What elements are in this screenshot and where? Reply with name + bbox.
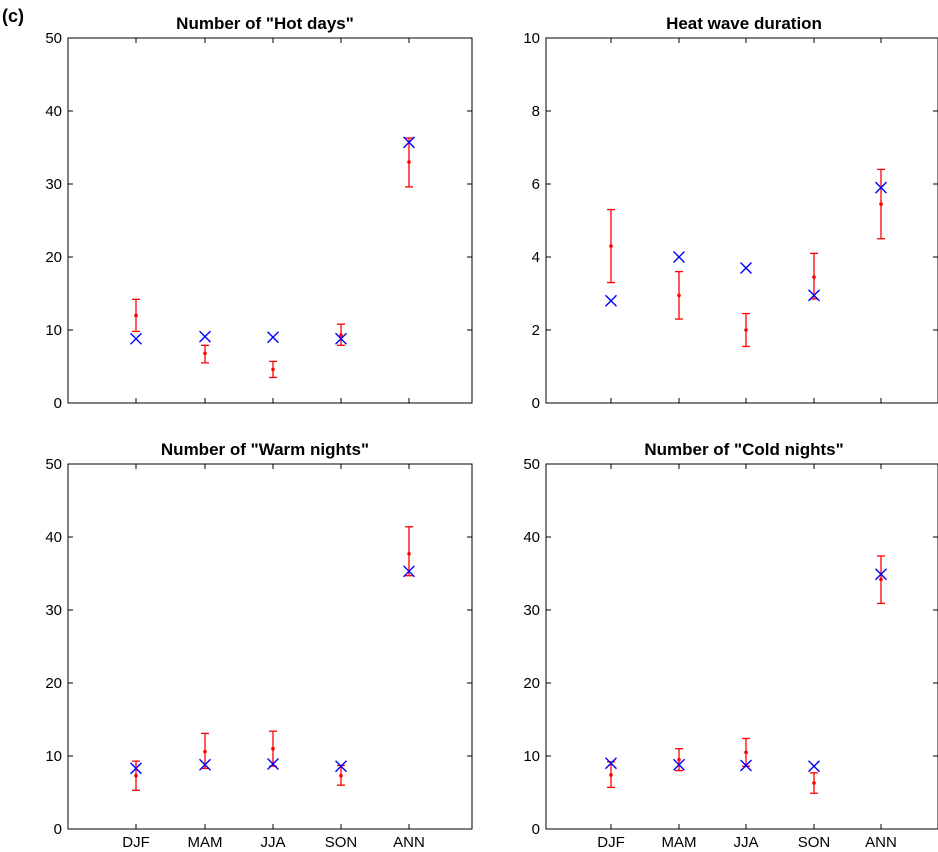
model-range-mid-point bbox=[744, 328, 748, 332]
observed-marker bbox=[199, 758, 211, 771]
x-tick-label: DJF bbox=[597, 834, 625, 851]
x-tick-label: MAM bbox=[662, 834, 697, 851]
x-tick-label: ANN bbox=[393, 834, 425, 851]
y-tick-label: 30 bbox=[45, 602, 62, 619]
y-tick-label: 10 bbox=[523, 30, 540, 47]
y-tick-label: 10 bbox=[45, 322, 62, 339]
y-tick-label: 40 bbox=[45, 529, 62, 546]
panel-label: (c) bbox=[2, 6, 24, 26]
model-range-mid-point bbox=[339, 333, 343, 337]
observed-marker bbox=[605, 294, 617, 307]
observed-marker bbox=[335, 332, 347, 345]
observed-marker bbox=[875, 181, 887, 194]
model-range-mid-point bbox=[203, 749, 207, 754]
observed-marker bbox=[267, 758, 279, 771]
observed-marker bbox=[403, 565, 415, 578]
y-tick-label: 10 bbox=[45, 748, 62, 765]
y-tick-label: 10 bbox=[523, 748, 540, 765]
x-tick-label: JJA bbox=[260, 834, 285, 851]
y-tick-label: 50 bbox=[523, 456, 540, 473]
y-tick-label: 40 bbox=[523, 529, 540, 546]
x-tick-label: SON bbox=[798, 834, 831, 851]
y-tick-label: 8 bbox=[532, 103, 540, 120]
model-range-mid-point bbox=[812, 781, 816, 785]
axes-frame bbox=[545, 37, 938, 404]
axes-frame bbox=[67, 37, 473, 404]
axes-frame bbox=[545, 463, 938, 830]
observed-marker bbox=[403, 136, 415, 149]
model-range-mid-point bbox=[744, 750, 748, 755]
y-tick-label: 20 bbox=[45, 249, 62, 266]
y-tick-label: 2 bbox=[532, 322, 540, 339]
model-range-mid-point bbox=[609, 244, 613, 248]
subplot-warm-nights: Number of "Warm nights" 0 10 20 30 40 50 DJF MA… bbox=[45, 440, 473, 851]
y-tick-label: 0 bbox=[532, 395, 540, 412]
model-range-mid-point bbox=[271, 746, 275, 751]
subplot-heat-wave-duration: Heat wave duration 0 2 4 6 8 10 bbox=[523, 14, 938, 412]
observed-marker bbox=[130, 762, 142, 775]
axes-frame bbox=[67, 463, 473, 830]
subplot-title: Number of "Hot days" bbox=[176, 14, 354, 33]
model-range-mid-point bbox=[677, 757, 681, 762]
observed-marker bbox=[740, 759, 752, 772]
y-tick-label: 4 bbox=[532, 249, 540, 266]
x-tick-label: ANN bbox=[865, 834, 897, 851]
observed-marker bbox=[808, 760, 820, 773]
y-tick-label: 50 bbox=[45, 456, 62, 473]
y-tick-label: 50 bbox=[45, 30, 62, 47]
subplot-hot-days: Number of "Hot days" 0 10 20 30 40 50 bbox=[45, 14, 473, 412]
model-range-mid-point bbox=[879, 202, 883, 206]
y-tick-label: 40 bbox=[45, 103, 62, 120]
observed-marker bbox=[335, 760, 347, 773]
y-tick-label: 0 bbox=[532, 821, 540, 838]
model-range-mid-point bbox=[339, 773, 343, 778]
y-tick-label: 20 bbox=[45, 675, 62, 692]
observed-marker bbox=[605, 757, 617, 770]
observed-marker bbox=[673, 758, 685, 771]
model-range-mid-point bbox=[271, 367, 275, 372]
subplot-title: Number of "Cold nights" bbox=[644, 440, 843, 459]
y-tick-label: 0 bbox=[54, 395, 62, 412]
model-range-mid-point bbox=[407, 160, 411, 164]
model-range-mid-point bbox=[812, 275, 816, 279]
observed-marker bbox=[130, 332, 142, 345]
model-range-mid-point bbox=[407, 551, 411, 556]
y-tick-label: 20 bbox=[523, 675, 540, 692]
observed-marker bbox=[673, 251, 685, 263]
x-tick-label: SON bbox=[325, 834, 358, 851]
x-tick-label: DJF bbox=[122, 834, 150, 851]
y-tick-label: 6 bbox=[532, 176, 540, 193]
model-range-mid-point bbox=[677, 293, 681, 298]
model-range-mid-point bbox=[879, 577, 883, 582]
y-tick-label: 0 bbox=[54, 821, 62, 838]
observed-marker bbox=[267, 331, 279, 344]
model-range-mid-point bbox=[134, 313, 138, 318]
subplot-title: Number of "Warm nights" bbox=[161, 440, 369, 459]
model-range-mid-point bbox=[134, 773, 138, 778]
subplot-cold-nights: Number of "Cold nights" 0 10 20 30 40 50 DJF MA… bbox=[523, 440, 938, 851]
observed-marker bbox=[199, 330, 211, 343]
observed-marker bbox=[875, 568, 887, 581]
x-tick-label: JJA bbox=[733, 834, 758, 851]
observed-marker bbox=[808, 289, 820, 302]
y-tick-label: 30 bbox=[523, 602, 540, 619]
x-tick-label: MAM bbox=[188, 834, 223, 851]
model-range-mid-point bbox=[203, 351, 207, 356]
y-tick-label: 30 bbox=[45, 176, 62, 193]
model-range-mid-point bbox=[609, 773, 613, 777]
subplot-title: Heat wave duration bbox=[666, 14, 822, 33]
observed-marker bbox=[740, 261, 752, 274]
